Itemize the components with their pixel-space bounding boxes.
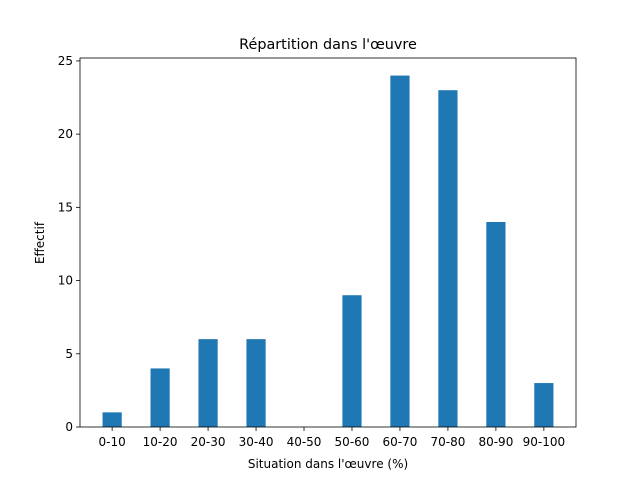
x-tick-label: 50-60 (335, 435, 370, 449)
chart-title: Répartition dans l'œuvre (239, 37, 417, 53)
plot-frame (79, 57, 577, 428)
x-tick-label: 10-20 (143, 435, 178, 449)
bar (438, 90, 458, 427)
bar (150, 368, 170, 427)
x-axis-label: Situation dans l'œuvre (%) (248, 457, 408, 471)
x-tick-label: 70-80 (430, 435, 465, 449)
y-tick-label: 0 (65, 420, 73, 434)
y-tick-label: 25 (58, 54, 73, 68)
x-tick-label: 30-40 (239, 435, 274, 449)
bar (486, 222, 506, 427)
x-tick-label: 20-30 (191, 435, 226, 449)
y-tick-label: 5 (65, 347, 73, 361)
bar (390, 75, 410, 428)
bar (102, 412, 122, 427)
x-tick-label: 60-70 (383, 435, 418, 449)
x-tick-label: 80-90 (478, 435, 513, 449)
y-tick-label: 15 (58, 200, 73, 214)
y-tick-label: 20 (58, 127, 73, 141)
bar (534, 383, 554, 427)
bar (198, 339, 218, 427)
x-tick-label: 40-50 (287, 435, 322, 449)
y-axis-label: Effectif (33, 221, 47, 264)
x-tick-label: 90-100 (523, 435, 566, 449)
bar (342, 295, 362, 427)
y-tick-label: 10 (58, 274, 73, 288)
bar (246, 339, 266, 427)
x-tick-label: 0-10 (99, 435, 126, 449)
